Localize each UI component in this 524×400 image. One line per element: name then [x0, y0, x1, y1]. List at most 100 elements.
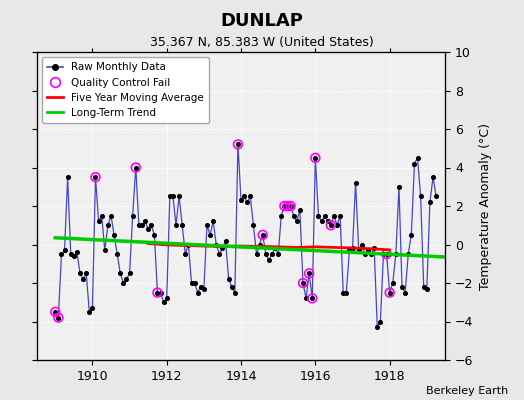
- Point: [333, 222, 341, 228]
- Point: [386, 290, 394, 296]
- Point: [221, 238, 230, 244]
- Point: [299, 280, 307, 286]
- Point: [231, 290, 239, 296]
- Point: [345, 247, 354, 254]
- Point: [156, 290, 165, 296]
- Point: [184, 241, 193, 248]
- Point: [125, 270, 134, 276]
- Point: [283, 203, 292, 209]
- Point: [82, 270, 91, 276]
- Point: [237, 197, 245, 204]
- Point: [361, 251, 369, 257]
- Point: [70, 253, 78, 259]
- Point: [234, 141, 242, 148]
- Point: [271, 245, 279, 252]
- Point: [401, 290, 409, 296]
- Point: [296, 207, 304, 213]
- Text: DUNLAP: DUNLAP: [221, 12, 303, 30]
- Legend: Raw Monthly Data, Quality Control Fail, Five Year Moving Average, Long-Term Tren: Raw Monthly Data, Quality Control Fail, …: [42, 57, 209, 123]
- Point: [135, 222, 143, 228]
- Point: [246, 193, 255, 200]
- Point: [153, 290, 161, 296]
- Point: [305, 270, 313, 276]
- Point: [425, 199, 434, 205]
- Point: [150, 232, 159, 238]
- Point: [224, 276, 233, 282]
- Point: [166, 193, 174, 200]
- Point: [190, 280, 199, 286]
- Point: [67, 251, 75, 257]
- Point: [323, 218, 332, 225]
- Point: [63, 174, 72, 180]
- Point: [357, 241, 366, 248]
- Point: [367, 251, 375, 257]
- Point: [51, 309, 59, 315]
- Point: [253, 251, 261, 257]
- Point: [193, 290, 202, 296]
- Point: [255, 241, 264, 248]
- Point: [132, 164, 140, 171]
- Text: 35.367 N, 85.383 W (United States): 35.367 N, 85.383 W (United States): [150, 36, 374, 49]
- Point: [172, 222, 180, 228]
- Point: [299, 280, 307, 286]
- Point: [311, 155, 320, 161]
- Point: [212, 241, 221, 248]
- Point: [423, 286, 431, 292]
- Point: [386, 290, 394, 296]
- Point: [413, 155, 422, 161]
- Point: [268, 251, 276, 257]
- Point: [141, 218, 149, 225]
- Point: [91, 174, 100, 180]
- Point: [119, 280, 127, 286]
- Point: [175, 193, 183, 200]
- Point: [209, 218, 217, 225]
- Point: [302, 295, 310, 302]
- Point: [234, 141, 242, 148]
- Point: [54, 314, 62, 321]
- Point: [144, 226, 152, 232]
- Point: [73, 249, 81, 255]
- Point: [181, 251, 190, 257]
- Point: [91, 174, 100, 180]
- Point: [326, 222, 335, 228]
- Point: [159, 299, 168, 306]
- Point: [122, 276, 130, 282]
- Point: [203, 222, 211, 228]
- Point: [162, 295, 171, 302]
- Point: [249, 222, 258, 228]
- Point: [364, 247, 372, 254]
- Point: [261, 251, 270, 257]
- Point: [417, 193, 425, 200]
- Point: [113, 251, 122, 257]
- Point: [342, 290, 351, 296]
- Point: [292, 218, 301, 225]
- Point: [398, 284, 406, 290]
- Point: [206, 232, 214, 238]
- Point: [258, 232, 267, 238]
- Point: [76, 270, 84, 276]
- Point: [432, 193, 440, 200]
- Point: [60, 247, 69, 254]
- Point: [187, 280, 195, 286]
- Point: [85, 309, 93, 315]
- Point: [265, 257, 273, 263]
- Point: [128, 212, 137, 219]
- Point: [94, 218, 103, 225]
- Point: [308, 295, 316, 302]
- Point: [370, 245, 378, 252]
- Point: [147, 222, 156, 228]
- Point: [305, 270, 313, 276]
- Point: [57, 251, 66, 257]
- Point: [280, 203, 289, 209]
- Point: [54, 314, 62, 321]
- Point: [280, 203, 289, 209]
- Point: [104, 222, 112, 228]
- Point: [51, 309, 59, 315]
- Point: [240, 193, 248, 200]
- Point: [389, 280, 397, 286]
- Point: [379, 251, 388, 257]
- Point: [79, 276, 88, 282]
- Point: [326, 222, 335, 228]
- Point: [169, 193, 177, 200]
- Point: [314, 212, 323, 219]
